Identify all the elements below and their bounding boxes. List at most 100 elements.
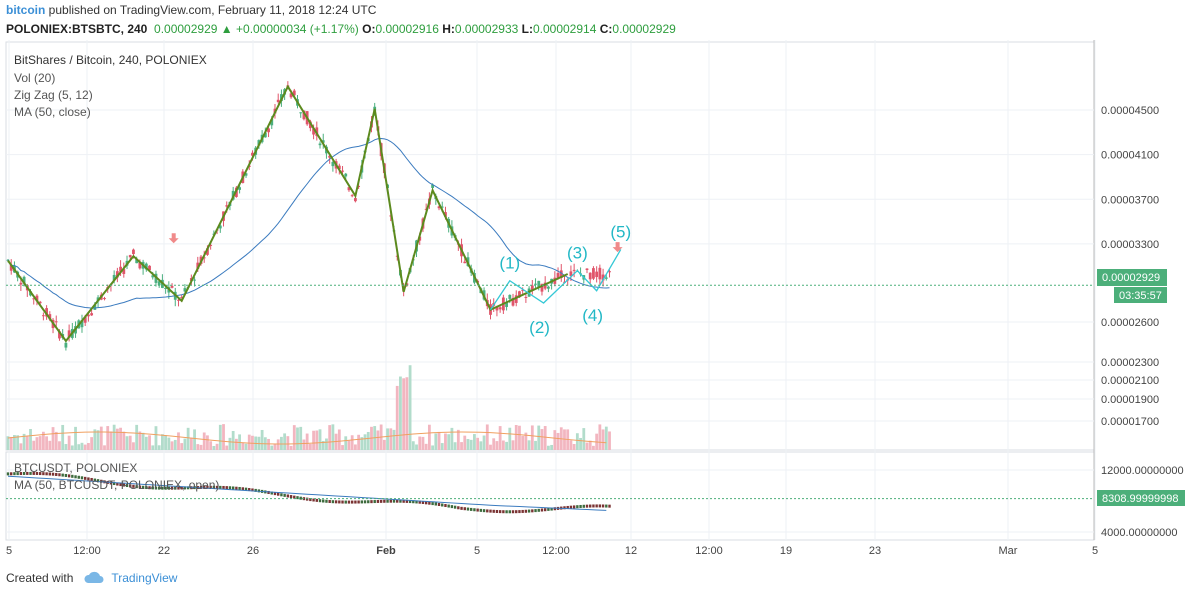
sub-candle xyxy=(206,485,209,489)
ma-line xyxy=(7,137,610,309)
tradingview-cloud-icon xyxy=(84,571,104,583)
low-label: L: xyxy=(521,22,533,36)
sub-candle xyxy=(251,488,254,492)
candle-body xyxy=(267,128,270,133)
candle-body xyxy=(521,289,525,291)
volume-bar xyxy=(521,435,525,450)
volume-bar xyxy=(575,433,579,450)
candle-body xyxy=(437,206,441,209)
price-chart[interactable]: (1)(2)(3)(4)(5) 0.000045000.000041000.00… xyxy=(0,40,1197,571)
tradingview-link[interactable]: TradingView xyxy=(111,571,178,585)
sub-candle xyxy=(572,505,576,509)
candle-body xyxy=(119,266,122,272)
candle-body xyxy=(135,258,139,264)
volume-bar xyxy=(170,441,174,450)
sub-candle xyxy=(48,472,52,476)
sub-candle xyxy=(350,500,354,504)
sub-candle xyxy=(550,507,553,511)
sub-candle xyxy=(277,492,280,496)
volume-bar xyxy=(19,443,23,450)
sub-candle xyxy=(543,508,547,512)
volume-bar xyxy=(402,378,406,450)
sub-candle xyxy=(22,471,26,475)
volume-bar xyxy=(280,436,283,450)
volume-bar xyxy=(485,424,489,450)
candle-body xyxy=(22,276,26,284)
candle-body xyxy=(180,296,184,299)
sub-candle xyxy=(222,485,225,489)
sub-candle xyxy=(444,504,447,508)
sub-candle xyxy=(511,510,515,514)
down-arrow-icon xyxy=(612,242,623,253)
volume-bar xyxy=(157,445,161,450)
sub-candle xyxy=(203,485,206,489)
sub-candle xyxy=(293,495,296,499)
volume-bar xyxy=(32,440,36,450)
volume-bar xyxy=(411,441,415,450)
volume-bar xyxy=(61,424,65,450)
time-tick-label: 12:00 xyxy=(695,545,723,557)
volume-bar xyxy=(344,436,348,450)
volume-bar xyxy=(389,428,393,450)
sub-candle xyxy=(466,507,470,511)
sub-candle xyxy=(238,486,241,490)
candle-body xyxy=(331,161,335,167)
candle-body xyxy=(440,206,444,208)
candle-body xyxy=(122,269,126,274)
sub-candle xyxy=(515,510,518,514)
volume-bar xyxy=(151,445,155,450)
author-link[interactable]: bitcoin xyxy=(6,3,46,17)
volume-bar xyxy=(54,431,58,450)
ohlc-line: POLONIEX:BTSBTC, 240 0.00002929 ▲ +0.000… xyxy=(6,22,676,36)
volume-bar xyxy=(421,436,425,450)
sub-candle xyxy=(235,486,238,490)
sub-candle xyxy=(489,509,492,513)
candle-body xyxy=(302,110,306,120)
volume-bar xyxy=(6,436,10,450)
volume-bar xyxy=(473,434,476,450)
candle-body xyxy=(598,267,602,280)
volume-bar xyxy=(141,432,145,450)
sub-candle xyxy=(280,493,283,497)
volume-bar xyxy=(582,428,586,450)
sub-candle xyxy=(537,508,540,512)
sub-candle xyxy=(225,486,228,490)
sub-candle xyxy=(122,483,125,487)
volume-bar xyxy=(260,429,264,450)
sub-candle xyxy=(305,497,309,501)
volume-bar xyxy=(350,435,354,450)
sub-candle xyxy=(100,479,103,483)
price-tick-label: 0.00002300 xyxy=(1101,357,1159,369)
volume-bar xyxy=(585,442,589,450)
sub-candle xyxy=(418,500,421,504)
volume-bar xyxy=(9,436,13,450)
volume-bar xyxy=(83,444,87,450)
candle-body xyxy=(341,170,344,172)
candle-body xyxy=(495,306,499,311)
volume-bar xyxy=(144,436,148,450)
candle-body xyxy=(128,255,132,258)
volume-bar xyxy=(572,443,576,450)
sub-candle xyxy=(360,500,364,504)
sub-candle xyxy=(389,499,392,503)
time-tick-label: 5 xyxy=(474,545,480,557)
sub-candle xyxy=(589,504,592,508)
volume-bar xyxy=(206,435,209,450)
candle-body xyxy=(511,297,515,306)
volume-bar xyxy=(399,376,402,450)
wave-label: (1) xyxy=(499,254,520,273)
sub-candle xyxy=(26,471,29,475)
sub-candle xyxy=(453,505,457,509)
volume-bar xyxy=(222,424,225,450)
wave-label: (3) xyxy=(567,244,588,263)
volume-bar xyxy=(588,440,592,450)
candle-body xyxy=(312,128,315,135)
volume-bar xyxy=(29,428,32,450)
volume-bar xyxy=(550,444,554,450)
candle-body xyxy=(64,342,68,348)
volume-bar xyxy=(70,445,74,450)
sub-candle xyxy=(58,473,61,477)
candle-body xyxy=(289,93,293,98)
candle-body xyxy=(354,198,357,202)
candle-body xyxy=(540,283,544,292)
